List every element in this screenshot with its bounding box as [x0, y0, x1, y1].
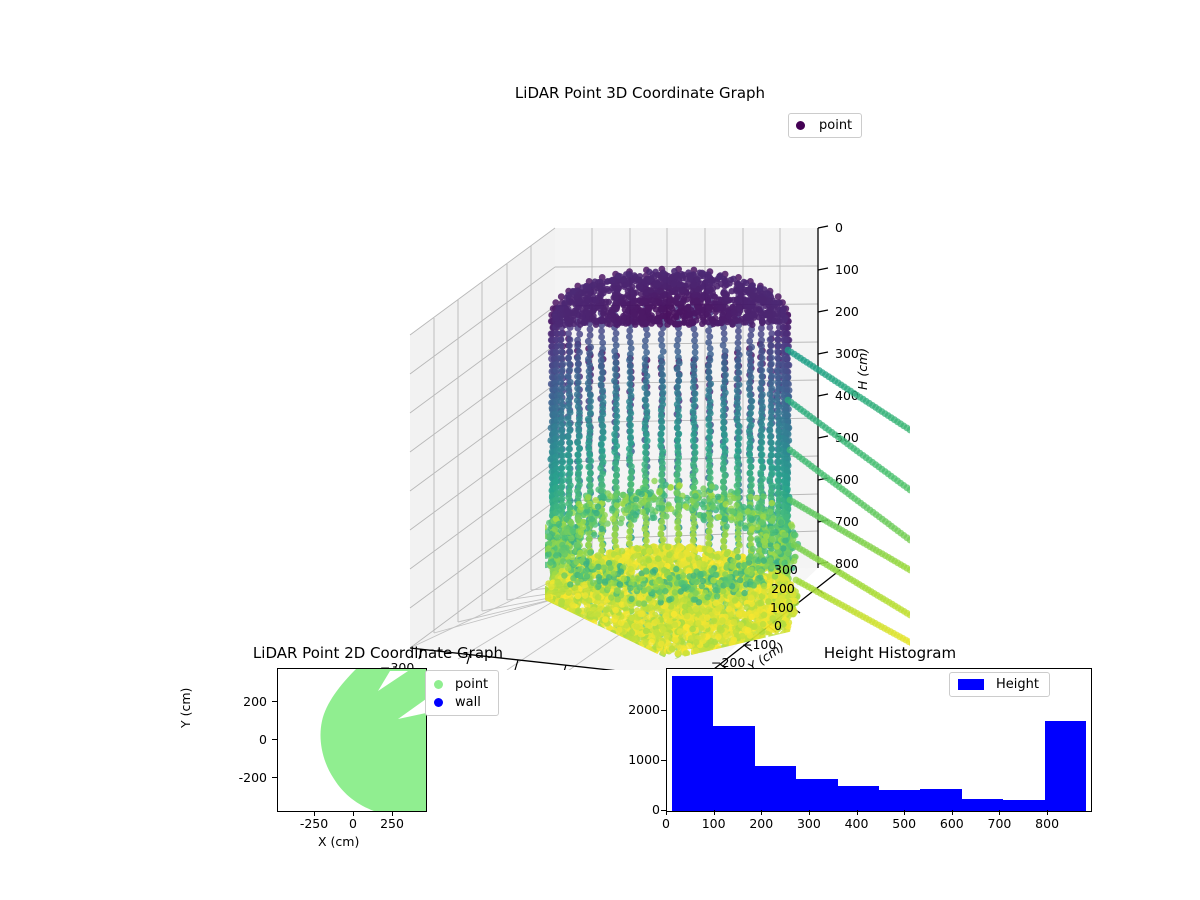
histogram-xtick-mark	[761, 810, 762, 815]
histogram-ytick-label: 2000	[616, 702, 660, 717]
plot2d-xtick-mark	[392, 811, 393, 816]
histogram-xtick-mark	[904, 810, 905, 815]
plot2d-axes	[277, 668, 427, 812]
histogram-xtick-label: 700	[976, 816, 1022, 831]
plot2d-legend: point wall	[425, 670, 499, 716]
plot2d-ytick-neg200: -200	[215, 770, 267, 785]
height-legend-swatch-icon	[958, 679, 984, 690]
histogram-xtick-mark	[952, 810, 953, 815]
histogram-legend-label: Height	[996, 677, 1039, 692]
histogram-bar	[755, 766, 796, 811]
histogram-bar	[879, 790, 920, 811]
histogram-ytick-label: 0	[616, 802, 660, 817]
histogram-xtick-label: 200	[738, 816, 784, 831]
height-histogram-panel: Height Histogram Height 0 1000 2000 0 100 20…	[620, 640, 1120, 870]
wall-legend-marker-icon	[434, 698, 443, 707]
histogram-title: Height Histogram	[670, 644, 1110, 662]
histogram-xtick-mark	[666, 810, 667, 815]
plot2d-legend-row-wall: wall	[434, 693, 488, 711]
histogram-xtick-mark	[714, 810, 715, 815]
histogram-legend: Height	[949, 672, 1050, 697]
plot2d-xtick-250: 250	[364, 816, 420, 831]
histogram-xtick-mark	[809, 810, 810, 815]
lidar-2d-panel: LiDAR Point 2D Coordinate Graph 200 0 -2…	[150, 640, 550, 870]
figure-canvas: LiDAR Point 3D Coordinate Graph point	[0, 0, 1200, 900]
histogram-ytick-label: 1000	[616, 752, 660, 767]
plot2d-legend-label-point: point	[455, 677, 488, 692]
histogram-bar	[1045, 721, 1086, 811]
histogram-bar	[838, 786, 879, 811]
histogram-ytick-mark	[661, 760, 666, 761]
plot2d-ytick-0: 0	[215, 732, 267, 747]
histogram-bar	[672, 676, 713, 811]
histogram-xtick-label: 600	[929, 816, 975, 831]
histogram-bar	[1003, 800, 1044, 811]
plot2d-xtick-mark	[314, 811, 315, 816]
plot2d-title: LiDAR Point 2D Coordinate Graph	[208, 644, 548, 662]
histogram-xtick-mark	[1047, 810, 1048, 815]
histogram-xtick-label: 400	[834, 816, 880, 831]
plot2d-ytick-mark	[272, 777, 277, 778]
histogram-xtick-label: 300	[786, 816, 832, 831]
histogram-xtick-mark	[857, 810, 858, 815]
plot2d-legend-label-wall: wall	[455, 695, 481, 710]
plot2d-yaxis-label: Y (cm)	[178, 688, 193, 728]
histogram-xtick-mark	[999, 810, 1000, 815]
plot2d-ytick-mark	[272, 701, 277, 702]
point-legend-marker-icon	[434, 680, 443, 689]
plot2d-ytick-mark	[272, 739, 277, 740]
histogram-xtick-label: 100	[691, 816, 737, 831]
plot2d-ytick-200: 200	[215, 694, 267, 709]
histogram-bar	[713, 726, 754, 811]
histogram-xtick-label: 0	[643, 816, 689, 831]
histogram-bar	[962, 799, 1003, 811]
lidar-3d-panel: LiDAR Point 3D Coordinate Graph point	[380, 80, 900, 660]
plot3d-axes: −300 −200 −100 0 100 200 300 X (cm) −300…	[370, 100, 910, 670]
histogram-ytick-mark	[661, 710, 666, 711]
histogram-bar	[796, 779, 837, 811]
histogram-bar	[920, 789, 961, 811]
histogram-xtick-label: 500	[881, 816, 927, 831]
histogram-xtick-label: 800	[1024, 816, 1070, 831]
plot2d-legend-row-point: point	[434, 675, 488, 693]
plot2d-xtick-mark	[353, 811, 354, 816]
plot2d-xaxis-label: X (cm)	[318, 834, 359, 849]
